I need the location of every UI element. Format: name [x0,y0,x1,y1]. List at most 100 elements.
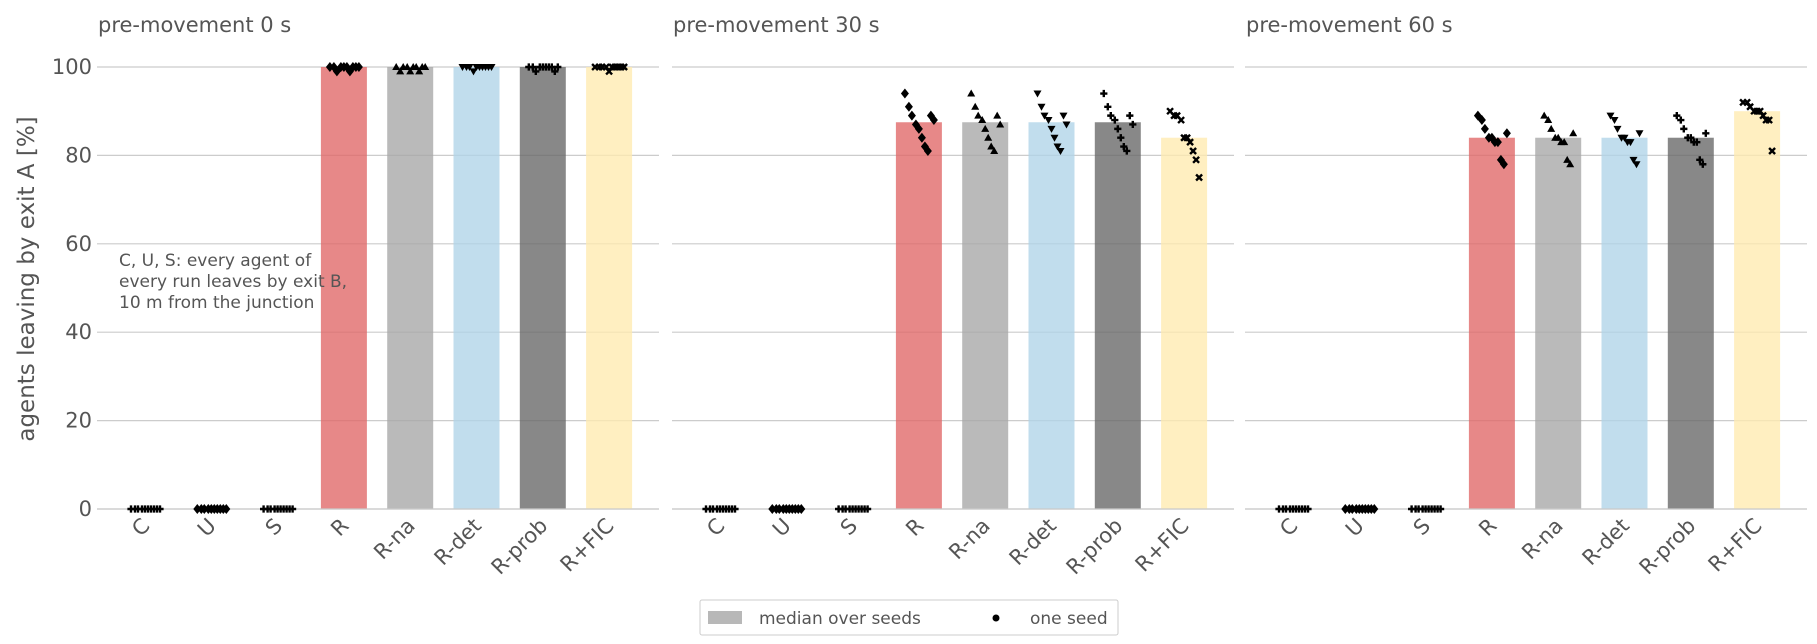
seed-marker [421,63,430,70]
x-tick-label: R-prob [487,514,553,580]
x-tick-label: R-det [430,514,486,570]
seed-marker [923,145,932,156]
median-bar [1028,122,1075,509]
seed-marker [1680,125,1688,133]
seed-marker [1629,156,1638,164]
legend-bar-label: median over seeds [759,609,921,629]
seed-marker [917,132,926,143]
x-tick-label: C [1275,514,1302,541]
seed-marker [731,505,739,513]
seed-marker [1304,505,1312,513]
seed-marker [1569,129,1578,137]
seed-marker [1477,115,1486,126]
seed-marker [1037,103,1046,111]
seed-marker [156,505,164,513]
y-tick-label: 80 [65,143,92,167]
x-tick-label: R+FIC [1131,514,1194,577]
seed-marker [1632,161,1641,169]
annotation-line: 10 m from the junction [119,293,314,313]
seed-marker [904,101,913,112]
x-tick-label: S [836,514,862,540]
seed-marker [1117,134,1125,142]
seed-marker [996,120,1005,128]
seed-marker [864,505,872,513]
x-tick-label: U [768,514,796,542]
seed-marker [396,67,405,75]
seed-marker [984,133,993,141]
x-tick-label: R-det [1578,514,1634,570]
panel-title: pre-movement 60 s [1246,13,1453,37]
seed-marker [1560,138,1569,146]
seed-marker [1610,117,1619,125]
seed-marker [1480,123,1489,134]
seed-marker [487,64,496,71]
seed-marker [1544,116,1553,124]
x-tick-label: C [702,514,729,541]
seed-marker [1547,124,1556,132]
seed-marker [1107,112,1115,120]
legend: median over seeds one seed [699,599,1119,636]
x-tick-label: R [901,514,928,541]
seed-marker [1126,112,1134,120]
seed-marker [1053,143,1062,151]
seed-marker [554,63,562,71]
seed-marker [1370,504,1379,514]
x-tick-label: R-prob [1062,514,1128,580]
seed-marker [1699,160,1707,168]
seed-marker [1765,116,1773,124]
seed-marker [914,123,923,134]
legend-point-label: one seed [1030,609,1108,629]
y-tick-label: 100 [52,55,92,79]
seed-marker [415,67,424,75]
legend-frame [699,599,1119,636]
seed-marker [967,89,976,97]
median-bar [962,122,1009,509]
seed-marker [797,504,806,514]
seed-marker [1566,160,1575,168]
seed-marker [981,124,990,132]
seed-marker [974,111,983,119]
seed-marker [529,63,537,71]
median-bar [453,67,500,509]
seed-marker [993,111,1002,119]
seed-marker [1606,112,1615,120]
seed-marker [1693,138,1701,146]
seed-marker [551,67,559,76]
seed-marker [1635,130,1644,138]
seed-marker [620,63,628,71]
x-tick-label: S [261,514,287,540]
x-tick-label: R [326,514,353,541]
x-tick-label: R+FIC [556,514,619,577]
median-bar [1734,111,1781,509]
legend-bar-swatch [708,611,742,624]
seed-marker [1104,103,1112,111]
median-bar [895,122,942,509]
seed-marker [469,68,478,76]
annotation-line: every run leaves by exit B, [119,272,347,292]
panel-annotation: C, U, S: every agent of every run leaves … [119,251,347,313]
seed-marker [1613,125,1622,133]
seed-marker [1677,116,1685,124]
seed-marker [465,64,474,71]
y-tick-label: 60 [65,232,92,256]
median-bar [586,67,633,509]
seed-marker [1493,137,1502,148]
seed-marker [1620,134,1629,142]
median-bar [1094,122,1141,509]
seed-marker [1059,112,1068,120]
seed-marker [406,67,415,75]
y-tick-label: 20 [65,409,92,433]
seed-marker [1129,120,1137,129]
seed-marker [1702,129,1710,137]
seed-marker [987,142,996,150]
y-tick-label: 40 [65,320,92,344]
seed-marker [1120,142,1128,151]
seed-marker [990,146,999,154]
x-tick-label: C [127,514,154,541]
seed-marker [1437,505,1445,513]
seed-marker [1123,147,1131,155]
x-tick-label: R-prob [1635,514,1701,580]
seed-marker [1626,139,1635,147]
